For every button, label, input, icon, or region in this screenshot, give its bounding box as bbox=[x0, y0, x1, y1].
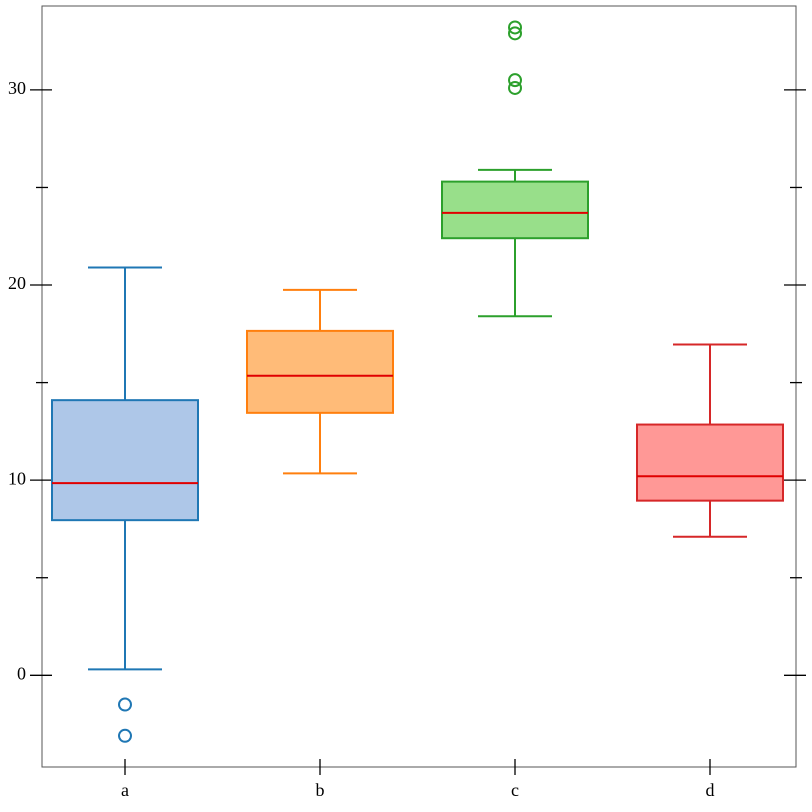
box bbox=[246, 329, 394, 414]
outlier bbox=[508, 80, 522, 95]
box bbox=[51, 399, 199, 522]
outlier bbox=[508, 26, 522, 41]
y-tick-label: 20 bbox=[8, 273, 26, 293]
y-tick-label: 10 bbox=[8, 468, 26, 488]
x-tick-label: c bbox=[511, 780, 519, 800]
x-tick-label: a bbox=[121, 780, 129, 800]
outlier bbox=[118, 697, 132, 712]
box bbox=[441, 180, 589, 240]
y-tick-label: 30 bbox=[8, 78, 26, 98]
outlier bbox=[118, 728, 132, 743]
box bbox=[636, 423, 784, 502]
plot-frame bbox=[41, 5, 797, 768]
x-tick-label: d bbox=[706, 780, 715, 800]
y-tick-label: 0 bbox=[17, 663, 26, 683]
outlier bbox=[508, 73, 522, 88]
outlier bbox=[508, 20, 522, 35]
x-tick-label: b bbox=[316, 780, 325, 800]
